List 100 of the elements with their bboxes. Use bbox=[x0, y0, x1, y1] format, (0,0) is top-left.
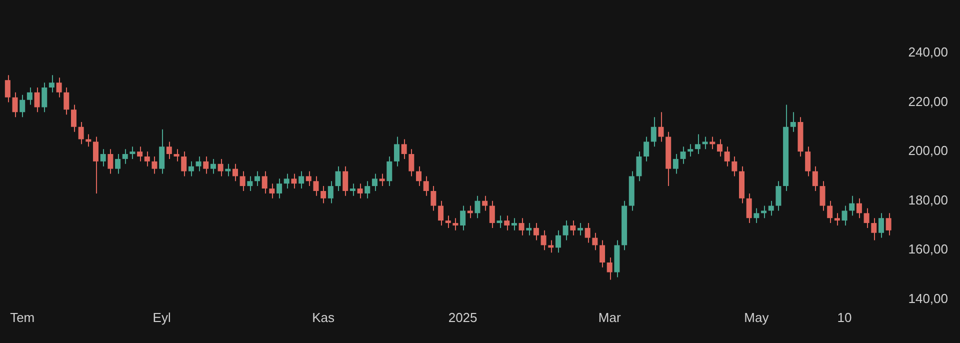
candlestick bbox=[56, 77, 62, 98]
candlestick bbox=[196, 156, 202, 172]
candlestick bbox=[137, 146, 143, 162]
y-tick-label: 160,00 bbox=[908, 242, 948, 257]
candlestick bbox=[306, 170, 312, 187]
candlestick bbox=[878, 212, 884, 238]
candlestick bbox=[496, 215, 502, 228]
candlestick bbox=[181, 151, 187, 177]
candlestick bbox=[820, 180, 826, 212]
candlestick bbox=[232, 163, 238, 182]
candlestick bbox=[130, 146, 136, 160]
candlestick bbox=[254, 170, 260, 187]
candlestick bbox=[108, 148, 114, 174]
candlestick bbox=[34, 86, 40, 113]
candlestick bbox=[379, 173, 385, 187]
candlestick bbox=[262, 170, 268, 194]
candlestick bbox=[416, 166, 422, 187]
candlestick bbox=[4, 74, 10, 103]
candlestick bbox=[452, 218, 458, 231]
candlestick bbox=[467, 205, 473, 219]
candlestick bbox=[606, 257, 612, 280]
candlestick bbox=[313, 176, 319, 196]
candlestick bbox=[548, 240, 554, 254]
candlestick bbox=[350, 183, 356, 196]
candlestick bbox=[298, 170, 304, 190]
candlestick bbox=[364, 180, 370, 199]
candlestick bbox=[474, 195, 480, 219]
candlestick bbox=[269, 183, 275, 199]
candlestick bbox=[886, 212, 892, 236]
candlestick bbox=[174, 148, 180, 162]
candlestick bbox=[20, 94, 26, 118]
candlestick bbox=[650, 116, 656, 148]
candlestick bbox=[438, 200, 444, 226]
candlestick bbox=[504, 215, 510, 231]
candlestick bbox=[357, 183, 363, 199]
candlestick bbox=[430, 186, 436, 212]
candlestick bbox=[394, 136, 400, 167]
candlestick bbox=[115, 154, 121, 174]
candlestick bbox=[48, 74, 54, 93]
candlestick bbox=[291, 173, 297, 190]
candlestick bbox=[768, 200, 774, 216]
candlestick bbox=[570, 220, 576, 236]
x-tick-label: Mar bbox=[598, 310, 622, 325]
candlestick bbox=[188, 160, 194, 177]
candlestick bbox=[240, 170, 246, 192]
candlestick bbox=[284, 173, 290, 190]
candlestick bbox=[26, 86, 32, 106]
candlestick bbox=[716, 138, 722, 157]
candlestick bbox=[842, 205, 848, 226]
candlestick bbox=[724, 146, 730, 167]
candlestick bbox=[562, 220, 568, 241]
candlestick bbox=[518, 218, 524, 236]
candlestick bbox=[342, 166, 348, 196]
candlestick bbox=[159, 128, 165, 174]
y-tick-label: 240,00 bbox=[908, 44, 948, 60]
candlestick bbox=[672, 154, 678, 174]
candlestick bbox=[688, 144, 694, 157]
candlestick bbox=[526, 222, 532, 236]
candlestick bbox=[658, 112, 664, 142]
candlestick bbox=[746, 192, 752, 224]
candlestick bbox=[152, 156, 158, 174]
candlestick bbox=[812, 166, 818, 192]
candlestick bbox=[372, 173, 378, 192]
candlestick bbox=[203, 156, 209, 174]
candlestick bbox=[122, 148, 128, 164]
candlestick bbox=[12, 92, 18, 118]
candlestick bbox=[710, 136, 716, 150]
candlestick bbox=[408, 148, 414, 177]
candlestick bbox=[225, 163, 231, 177]
candlestick bbox=[276, 178, 282, 199]
x-tick-label: 2025 bbox=[448, 310, 478, 325]
candlestick bbox=[401, 138, 407, 160]
candlestick bbox=[386, 156, 392, 187]
candlestick bbox=[864, 208, 870, 228]
candlestick bbox=[320, 186, 326, 204]
candlestick bbox=[540, 230, 546, 251]
x-tick-label: Eyl bbox=[152, 310, 171, 325]
candlestick bbox=[694, 134, 700, 155]
candlestick bbox=[776, 180, 782, 212]
y-tick-label: 200,00 bbox=[908, 143, 948, 158]
candlestick bbox=[247, 176, 253, 192]
candlestick bbox=[423, 176, 429, 196]
candlestick bbox=[600, 240, 606, 268]
candlestick bbox=[592, 232, 598, 251]
candlestick bbox=[445, 215, 451, 228]
candlestick bbox=[856, 198, 862, 219]
candlestick bbox=[335, 166, 341, 192]
candlestick bbox=[482, 195, 488, 212]
candlestick bbox=[86, 134, 92, 148]
candlestick bbox=[827, 200, 833, 224]
candlestick bbox=[636, 151, 642, 182]
candlestick bbox=[584, 222, 590, 244]
x-tick-label: Tem bbox=[10, 310, 35, 325]
candlestick bbox=[871, 218, 877, 241]
candlestick bbox=[42, 82, 48, 113]
candlestick bbox=[555, 230, 561, 254]
candlestick bbox=[754, 208, 760, 224]
candlestick bbox=[64, 86, 70, 116]
candlestick bbox=[100, 148, 106, 167]
candlestick bbox=[790, 112, 796, 132]
